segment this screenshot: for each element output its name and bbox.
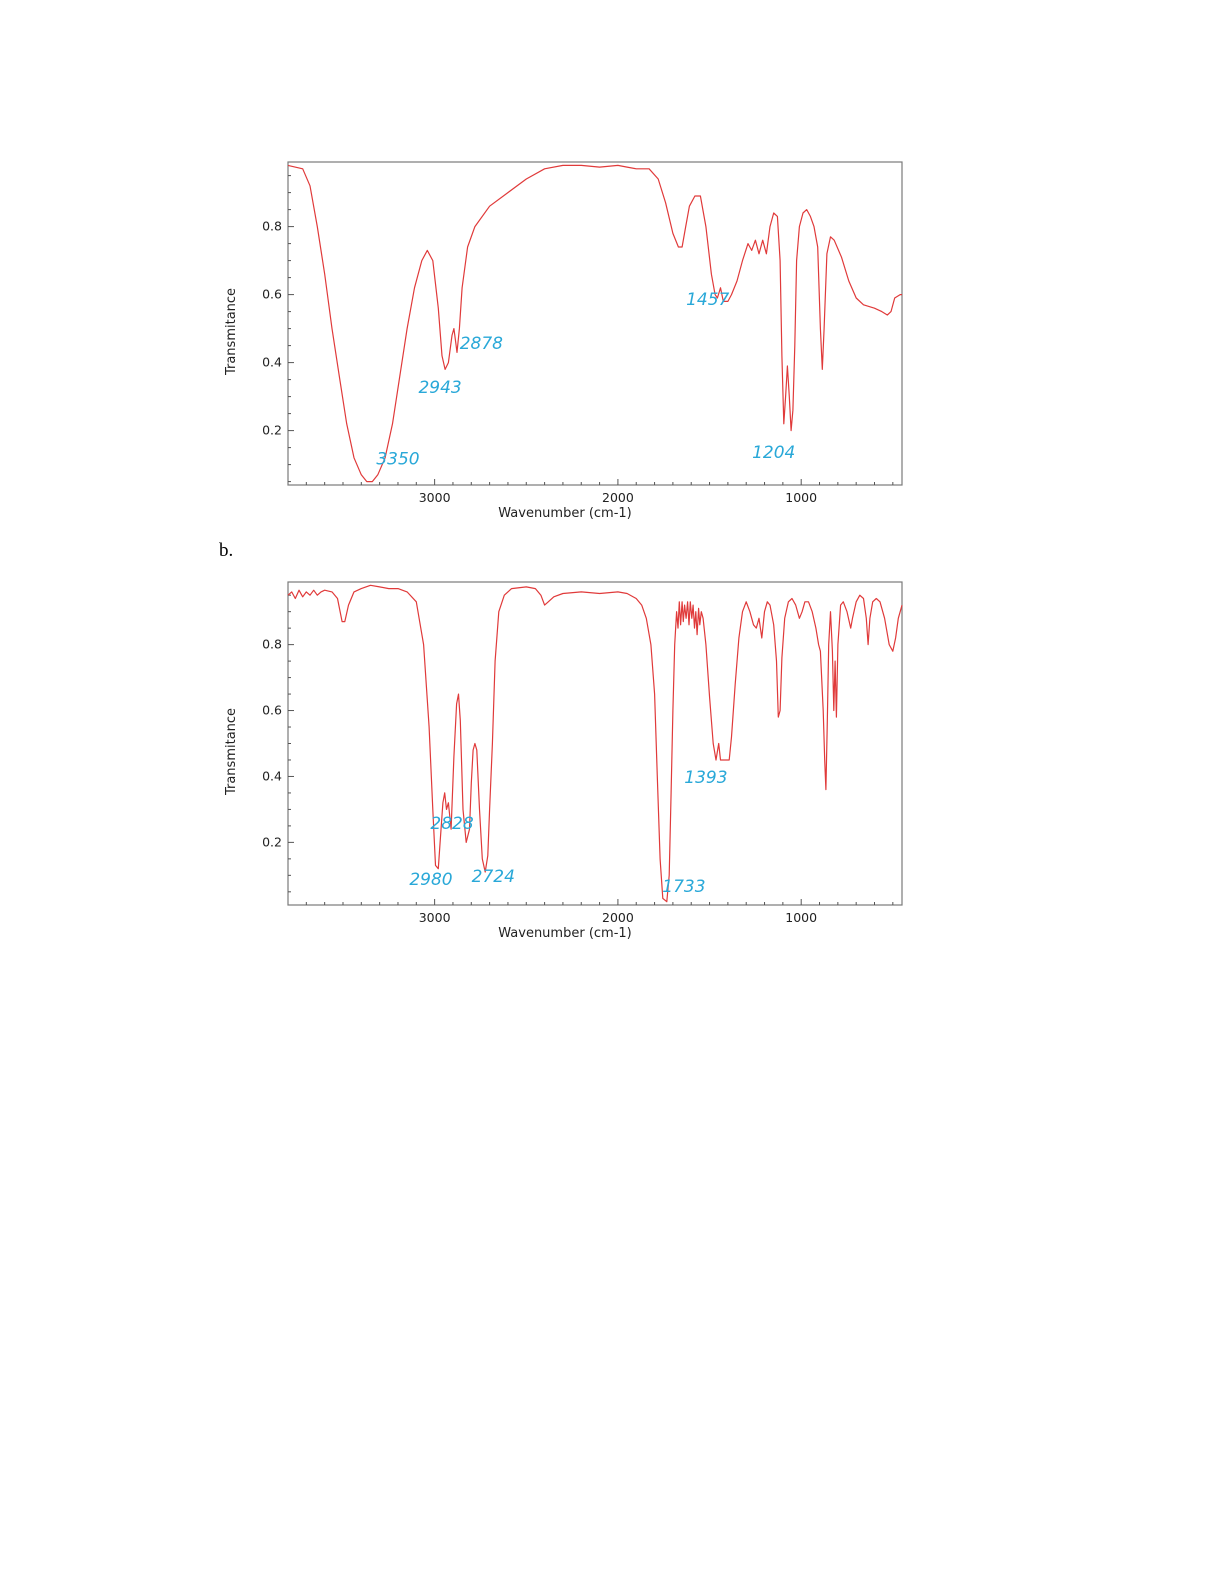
x-tick-label: 1000: [785, 490, 817, 505]
chart-svg-b: 3000 2000 1000 0.2 0.4 0.6 0.8 Wavenumber (cm-1…: [224, 581, 903, 941]
spectrum-line: [287, 164, 902, 483]
x-tick-label: 3000: [419, 910, 451, 925]
y-tick-label: 0.6: [262, 287, 282, 302]
peak-label-1457: 1457: [686, 290, 729, 310]
peak-label-2943: 2943: [418, 378, 461, 398]
peak-label-1393: 1393: [684, 768, 727, 788]
peak-label-3350: 3350: [376, 450, 419, 470]
y-axis-title: Transmitance: [224, 288, 239, 376]
spectrum-line: [287, 584, 903, 903]
plot-frame: [287, 161, 903, 486]
x-tick-label: 3000: [419, 490, 451, 505]
peak-label-1204: 1204: [752, 443, 795, 463]
y-tick-label: 0.8: [262, 637, 282, 652]
y-tick-label: 0.2: [262, 423, 282, 438]
x-tick-label: 2000: [602, 910, 634, 925]
chart-svg-a: 3000 2000 1000 0.2 0.4 0.6 0.8 Wavenumber (cm-1…: [224, 161, 903, 521]
peak-label-2878: 2878: [460, 334, 503, 354]
y-tick-label: 0.4: [262, 355, 282, 370]
peak-label-2724: 2724: [472, 867, 515, 887]
x-tick-label: 2000: [602, 490, 634, 505]
x-axis-title: Wavenumber (cm-1): [498, 926, 631, 941]
y-tick-label: 0.2: [262, 834, 282, 849]
y-axis-title: Transmitance: [224, 708, 239, 796]
x-tick-label: 1000: [785, 910, 817, 925]
plot-frame: [287, 581, 903, 906]
peak-label-2828: 2828: [430, 814, 473, 834]
y-tick-label: 0.6: [262, 703, 282, 718]
x-axis-title: Wavenumber (cm-1): [498, 506, 631, 521]
part-b-label: b.: [219, 540, 234, 561]
peak-label-2980: 2980: [409, 870, 452, 890]
peak-label-1733: 1733: [662, 877, 705, 897]
y-tick-label: 0.4: [262, 768, 282, 783]
ir-spectrum-chart-a: 3000 2000 1000 0.2 0.4 0.6 0.8 Wavenumber (cm-1…: [210, 140, 930, 540]
y-tick-label: 0.8: [262, 219, 282, 234]
ir-spectrum-chart-b: 3000 2000 1000 0.2 0.4 0.6 0.8 Wavenumber (cm-1…: [210, 560, 930, 960]
